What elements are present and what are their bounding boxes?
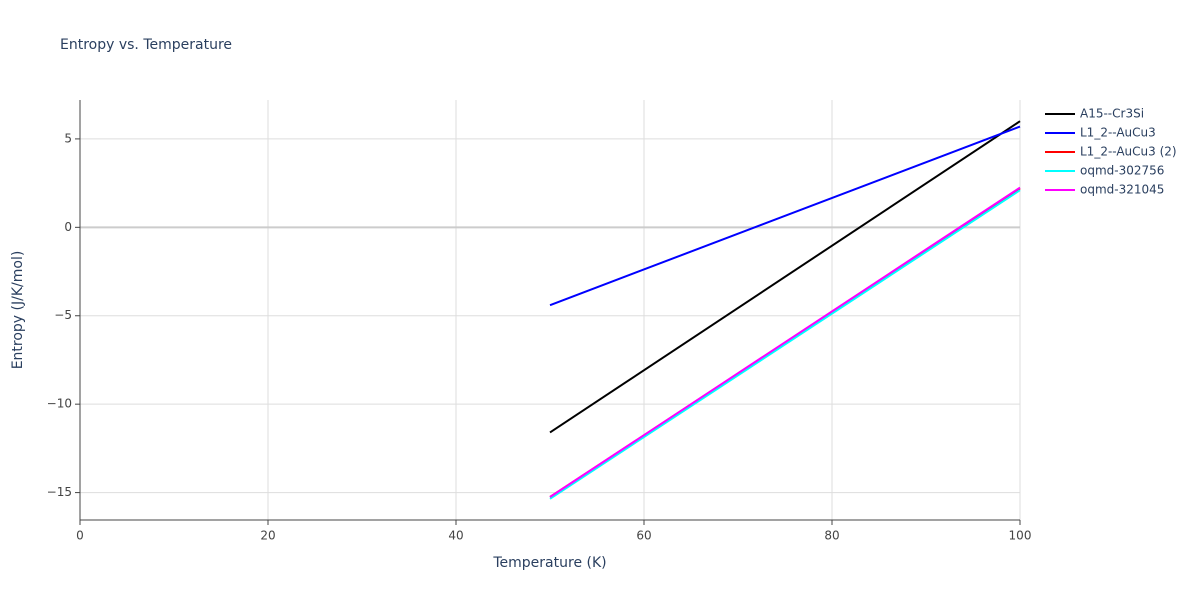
y-axis-title: Entropy (J/K/mol) bbox=[10, 251, 26, 370]
x-tick-label: 40 bbox=[448, 529, 463, 543]
x-axis-title: Temperature (K) bbox=[492, 555, 606, 571]
x-tick-label: 60 bbox=[636, 529, 651, 543]
series-line bbox=[549, 186, 1021, 498]
y-tick-label: 0 bbox=[64, 220, 72, 234]
legend-label: L1_2--AuCu3 bbox=[1080, 126, 1156, 140]
series-line bbox=[549, 120, 1021, 434]
legend-label: oqmd-302756 bbox=[1080, 164, 1164, 178]
y-tick-label: 5 bbox=[64, 131, 72, 145]
series-line bbox=[549, 125, 1021, 307]
y-tick-label: −15 bbox=[47, 485, 72, 499]
x-tick-label: 20 bbox=[260, 529, 275, 543]
legend-label: L1_2--AuCu3 (2) bbox=[1080, 145, 1177, 159]
x-tick-label: 100 bbox=[1009, 529, 1032, 543]
y-tick-label: −10 bbox=[47, 397, 72, 411]
series-line bbox=[549, 189, 1021, 500]
chart-title: Entropy vs. Temperature bbox=[60, 37, 232, 53]
y-tick-label: −5 bbox=[54, 308, 72, 322]
x-tick-label: 80 bbox=[824, 529, 839, 543]
legend-label: oqmd-321045 bbox=[1080, 183, 1164, 197]
legend-label: A15--Cr3Si bbox=[1080, 107, 1144, 121]
x-tick-label: 0 bbox=[76, 529, 84, 543]
